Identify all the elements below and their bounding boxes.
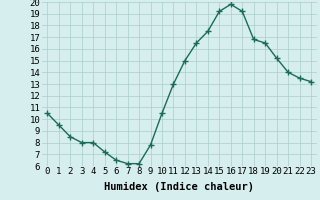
X-axis label: Humidex (Indice chaleur): Humidex (Indice chaleur)	[104, 182, 254, 192]
